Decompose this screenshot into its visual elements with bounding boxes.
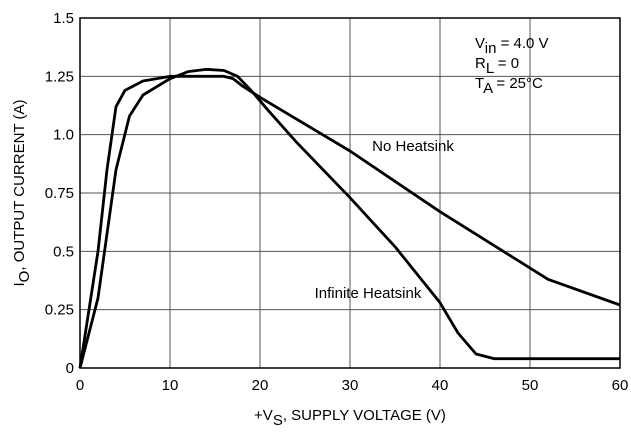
annotation: TA = 25°C	[475, 75, 543, 97]
x-axis-label: +VS, SUPPLY VOLTAGE (V)	[254, 407, 446, 429]
x-tick-label: 40	[432, 377, 449, 394]
x-tick-label: 10	[162, 377, 179, 394]
series-line	[78, 74, 621, 369]
annotation: RL = 0	[475, 55, 519, 77]
x-tick-label: 0	[76, 377, 84, 394]
label-part: A	[483, 80, 493, 97]
label-part: , SUPPLY VOLTAGE (V)	[283, 407, 446, 424]
annotation: Vin = 4.0 V	[475, 35, 549, 57]
y-tick-label: 1.5	[53, 10, 74, 27]
y-axis-label: IO, OUTPUT CURRENT (A)	[11, 100, 33, 287]
label-part: T	[475, 75, 484, 92]
label-part: , OUTPUT CURRENT (A)	[11, 100, 28, 271]
plot-frame	[79, 17, 621, 369]
y-tick-label: 0.25	[45, 302, 74, 319]
label-part: in	[485, 40, 497, 57]
y-tick-label: 0.5	[53, 243, 74, 260]
label-part: = 4.0 V	[496, 35, 548, 52]
series-label: Infinite Heatsink	[315, 285, 422, 302]
label-part: = 25°C	[492, 75, 543, 92]
y-tick-label: 1.0	[53, 127, 74, 144]
label-part: L	[486, 60, 494, 77]
x-tick-label: 30	[342, 377, 359, 394]
y-tick-label: 0	[66, 360, 74, 377]
label-part: V	[475, 35, 485, 52]
label-part: R	[475, 55, 486, 72]
label-part: I	[11, 282, 28, 286]
x-tick-label: 50	[522, 377, 539, 394]
x-tick-label: 60	[612, 377, 629, 394]
label-part: +V	[254, 407, 273, 424]
y-tick-label: 0.75	[45, 185, 74, 202]
x-tick-label: 20	[252, 377, 269, 394]
series-line	[78, 67, 620, 369]
y-tick-label: 1.25	[45, 68, 74, 85]
series-label: No Heatsink	[372, 138, 454, 155]
label-part: O	[16, 271, 33, 283]
label-part: S	[273, 412, 283, 429]
label-part: = 0	[494, 55, 519, 72]
